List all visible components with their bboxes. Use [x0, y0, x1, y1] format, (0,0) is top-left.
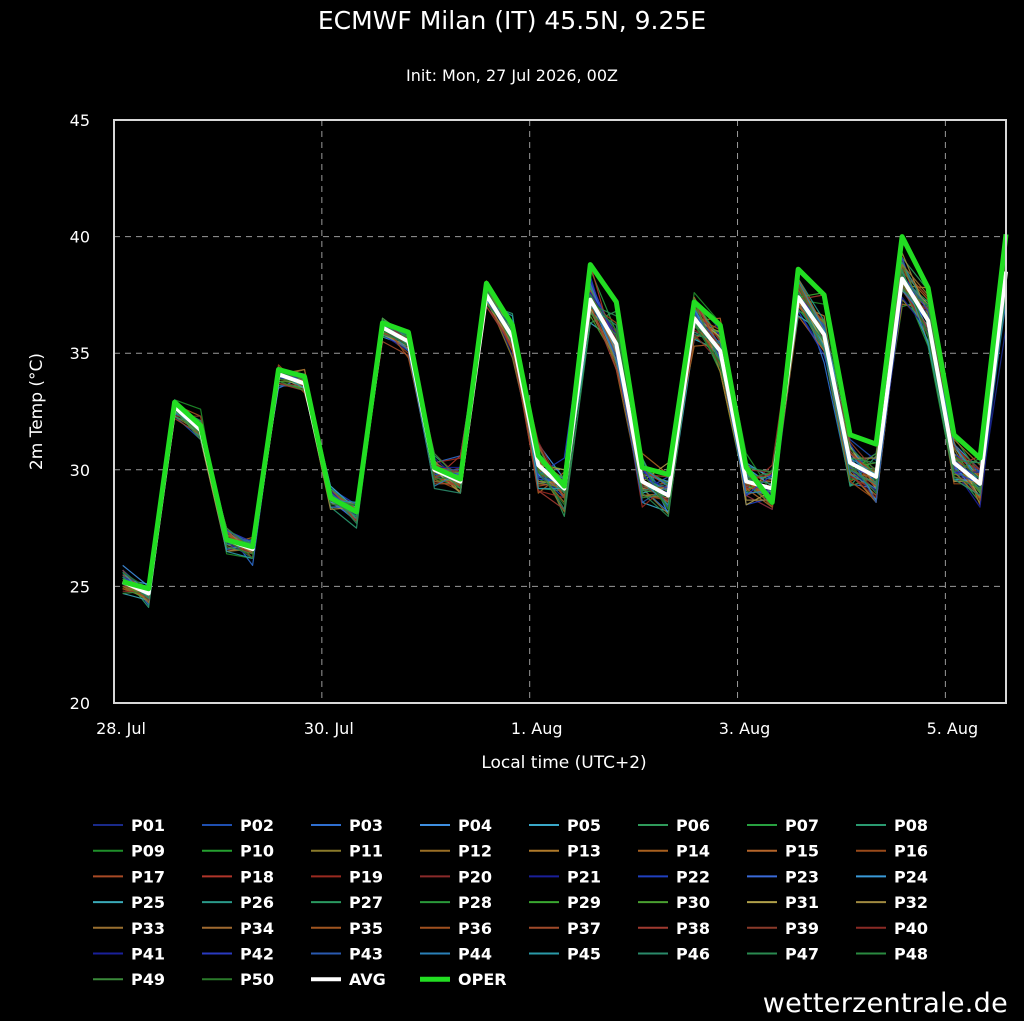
legend-label-p17: P17 [131, 867, 165, 886]
x-axis-label: Local time (UTC+2) [481, 753, 646, 773]
legend-label-p38: P38 [676, 919, 710, 938]
legend-label-p26: P26 [240, 893, 274, 912]
legend-label-p36: P36 [458, 919, 492, 938]
legend-label-p45: P45 [567, 945, 601, 964]
legend-label-p01: P01 [131, 816, 165, 835]
legend-label-p20: P20 [458, 867, 492, 886]
legend-label-p29: P29 [567, 893, 601, 912]
legend-label-p10: P10 [240, 842, 274, 861]
series-line-p01 [122, 275, 1007, 604]
legend-label-p32: P32 [894, 893, 928, 912]
legend-label-p24: P24 [894, 867, 928, 886]
legend-label-p37: P37 [567, 919, 601, 938]
legend-label-p31: P31 [785, 893, 819, 912]
legend-label-p19: P19 [349, 867, 383, 886]
legend-label-p06: P06 [676, 816, 710, 835]
chart-title: ECMWF Milan (IT) 45.5N, 9.25E [317, 6, 707, 35]
y-axis-label: 2m Temp (°C) [27, 353, 47, 470]
legend-label-p49: P49 [131, 970, 165, 989]
legend-label-p18: P18 [240, 867, 274, 886]
legend-label-p04: P04 [458, 816, 492, 835]
legend-label-p02: P02 [240, 816, 274, 835]
legend-label-avg: AVG [349, 970, 386, 989]
legend-label-p22: P22 [676, 867, 710, 886]
legend-label-p42: P42 [240, 945, 274, 964]
legend-label-p46: P46 [676, 945, 710, 964]
legend-label-p14: P14 [676, 842, 710, 861]
legend-label-p41: P41 [131, 945, 165, 964]
legend-label-oper: OPER [458, 970, 507, 989]
legend-label-p13: P13 [567, 842, 601, 861]
y-tick-label: 40 [70, 228, 90, 247]
series-line-p34 [122, 264, 1007, 604]
legend-label-p47: P47 [785, 945, 819, 964]
legend-label-p48: P48 [894, 945, 928, 964]
legend-label-p03: P03 [349, 816, 383, 835]
y-tick-label: 20 [70, 694, 90, 713]
legend-label-p27: P27 [349, 893, 383, 912]
legend-label-p21: P21 [567, 867, 601, 886]
legend-label-p05: P05 [567, 816, 601, 835]
legend-label-p33: P33 [131, 919, 165, 938]
legend-label-p08: P08 [894, 816, 928, 835]
chart-subtitle: Init: Mon, 27 Jul 2026, 00Z [405, 66, 618, 85]
y-tick-label: 30 [70, 461, 90, 480]
legend-label-p07: P07 [785, 816, 819, 835]
legend-label-p12: P12 [458, 842, 492, 861]
legend-label-p30: P30 [676, 893, 710, 912]
legend-label-p34: P34 [240, 919, 274, 938]
legend-label-p25: P25 [131, 893, 165, 912]
legend-label-p43: P43 [349, 945, 383, 964]
legend-label-p50: P50 [240, 970, 274, 989]
x-tick-label: 28. Jul [96, 719, 146, 738]
legend-label-p15: P15 [785, 842, 819, 861]
x-tick-label: 3. Aug [719, 719, 771, 738]
watermark-text: wetterzentrale.de [762, 988, 1008, 1019]
legend-label-p44: P44 [458, 945, 492, 964]
legend-label-p09: P09 [131, 842, 165, 861]
legend-label-p35: P35 [349, 919, 383, 938]
series-line-oper [122, 234, 1009, 592]
legend-label-p11: P11 [349, 842, 383, 861]
plot-frame [113, 119, 1007, 704]
legend-label-p23: P23 [785, 867, 819, 886]
legend-label-p39: P39 [785, 919, 819, 938]
legend-label-p16: P16 [894, 842, 928, 861]
x-tick-label: 30. Jul [304, 719, 354, 738]
x-tick-label: 1. Aug [511, 719, 563, 738]
x-tick-label: 5. Aug [927, 719, 979, 738]
legend-label-p40: P40 [894, 919, 928, 938]
series-line-p08 [122, 292, 1007, 609]
y-tick-label: 45 [70, 111, 90, 130]
series-line-p13 [122, 273, 1007, 602]
legend-label-p28: P28 [458, 893, 492, 912]
y-tick-label: 25 [70, 577, 90, 596]
y-tick-label: 35 [70, 344, 90, 363]
